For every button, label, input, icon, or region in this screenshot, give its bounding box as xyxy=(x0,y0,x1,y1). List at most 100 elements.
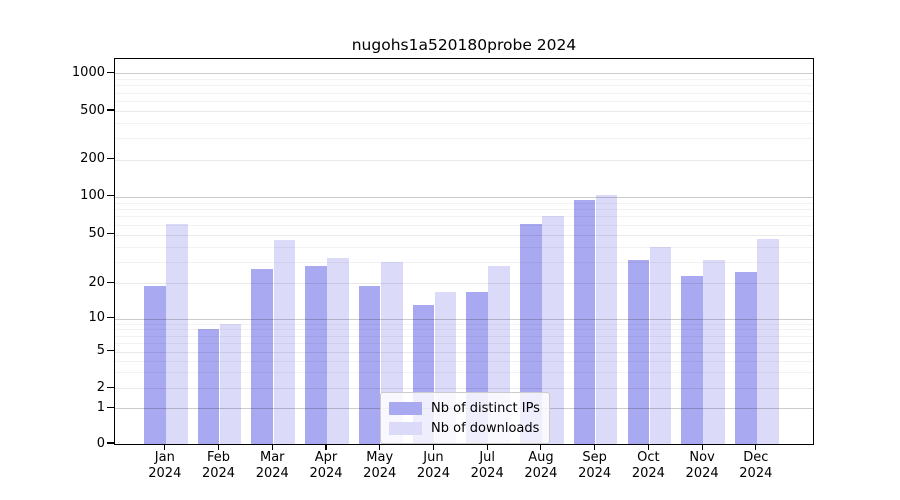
gridline-20 xyxy=(115,283,813,285)
x-tick-mark xyxy=(755,444,757,450)
x-tick-mark xyxy=(647,444,649,450)
gridline-50 xyxy=(115,234,813,236)
gridline-900 xyxy=(115,78,813,80)
gridline-30 xyxy=(115,261,813,263)
bar-distinct-ips-nov xyxy=(681,275,703,444)
bar-downloads-aug xyxy=(542,215,564,444)
y-tick-mark xyxy=(107,406,114,408)
y-tick-mark xyxy=(107,281,114,283)
bar-downloads-apr xyxy=(327,258,349,444)
x-tick-year: 2024 xyxy=(201,466,236,481)
legend-row: Nb of distinct IPs xyxy=(389,398,540,418)
gridline-40 xyxy=(115,246,813,248)
x-tick-label-feb: Feb 2024 xyxy=(189,450,249,482)
x-tick-year: 2024 xyxy=(309,466,343,481)
gridline-700 xyxy=(115,92,813,94)
gridline-9 xyxy=(115,323,813,325)
x-tick-mark xyxy=(217,444,220,450)
gridline-5 xyxy=(115,351,813,353)
x-tick-mark xyxy=(379,444,381,450)
gridline-8 xyxy=(115,329,813,331)
y-tick-label: 20 xyxy=(88,274,105,290)
x-tick-month: Oct xyxy=(637,450,660,465)
bar-downloads-sep xyxy=(595,195,618,444)
y-tick-label: 2 xyxy=(96,379,105,395)
y-tick-label: 1000 xyxy=(71,64,105,80)
bar-distinct-ips-may xyxy=(358,285,381,444)
bar-downloads-feb xyxy=(219,323,242,444)
gridline-2 xyxy=(115,388,813,390)
x-tick-year: 2024 xyxy=(631,466,665,481)
x-tick-year: 2024 xyxy=(685,466,719,481)
x-tick-month: Apr xyxy=(314,450,338,465)
gridline-60 xyxy=(115,224,813,226)
y-tick-mark xyxy=(107,233,114,235)
y-tick-label: 0 xyxy=(96,435,105,451)
y-tick-label: 100 xyxy=(80,188,105,204)
x-tick-label-dec: Dec 2024 xyxy=(726,450,786,482)
x-tick-label-apr: Apr 2024 xyxy=(296,450,356,482)
y-tick-label: 50 xyxy=(88,226,105,242)
bar-distinct-ips-jan xyxy=(144,285,166,444)
x-tick-label-jan: Jan 2024 xyxy=(135,450,195,482)
gridline-500 xyxy=(115,111,813,112)
y-tick-mark xyxy=(107,109,114,111)
gridline-80 xyxy=(115,208,813,210)
x-tick-year: 2024 xyxy=(363,466,397,481)
x-tick-label-mar: Mar 2024 xyxy=(242,450,302,482)
x-tick-mark xyxy=(594,444,596,450)
x-tick-mark xyxy=(325,444,327,450)
x-tick-mark xyxy=(701,444,703,450)
y-tick-mark xyxy=(107,195,114,197)
bar-distinct-ips-dec xyxy=(735,271,757,444)
y-tick-mark xyxy=(107,158,114,160)
y-tick-label: 500 xyxy=(80,102,105,118)
x-tick-month: Jun xyxy=(423,450,444,465)
gridline-800 xyxy=(115,85,813,87)
y-tick-mark xyxy=(107,386,114,388)
bar-downloads-oct xyxy=(649,246,672,444)
x-tick-year: 2024 xyxy=(148,466,182,481)
chart-title: nugohs1a520180probe 2024 xyxy=(351,36,577,54)
x-tick-label-sep: Sep 2024 xyxy=(565,450,625,482)
x-tick-month: Mar xyxy=(259,450,285,465)
gridline-100 xyxy=(115,196,813,198)
x-tick-month: Jan xyxy=(154,450,175,465)
x-tick-month: Sep xyxy=(582,450,607,465)
y-tick-label: 1 xyxy=(96,399,105,415)
bar-distinct-ips-oct xyxy=(627,260,650,444)
gridline-90 xyxy=(115,202,813,204)
legend-label: Nb of downloads xyxy=(431,420,540,436)
bar-distinct-ips-feb xyxy=(197,329,220,444)
legend-swatch xyxy=(389,401,422,415)
y-tick-label: 10 xyxy=(88,310,105,325)
y-tick-mark xyxy=(107,442,114,444)
gridline-7 xyxy=(115,335,813,337)
x-tick-month: Nov xyxy=(689,450,715,465)
x-tick-label-aug: Aug 2024 xyxy=(511,450,571,482)
legend-swatch xyxy=(389,421,422,435)
y-tick-mark xyxy=(107,350,114,352)
x-tick-label-jun: Jun 2024 xyxy=(403,450,463,482)
bar-downloads-jan xyxy=(166,223,188,444)
legend: Nb of distinct IPs Nb of downloads xyxy=(380,392,550,444)
y-tick-label: 5 xyxy=(96,343,105,359)
x-tick-mark xyxy=(486,444,488,450)
gridline-600 xyxy=(115,101,813,103)
plot-area xyxy=(114,58,814,445)
gridline-6 xyxy=(115,342,813,344)
x-tick-month: May xyxy=(366,450,394,465)
x-tick-mark xyxy=(271,444,273,450)
bar-downloads-mar xyxy=(273,240,296,444)
x-tick-label-oct: Oct 2024 xyxy=(618,450,678,482)
x-tick-year: 2024 xyxy=(578,466,612,481)
x-tick-label-may: May 2024 xyxy=(350,450,410,482)
x-tick-mark xyxy=(540,444,542,450)
y-tick-mark xyxy=(107,71,114,73)
gridline-10 xyxy=(115,318,813,320)
bar-distinct-ips-sep xyxy=(573,199,596,444)
x-tick-year: 2024 xyxy=(739,466,773,481)
x-tick-mark xyxy=(164,444,166,450)
gridline-70 xyxy=(115,216,813,218)
legend-row: Nb of downloads xyxy=(389,418,540,438)
